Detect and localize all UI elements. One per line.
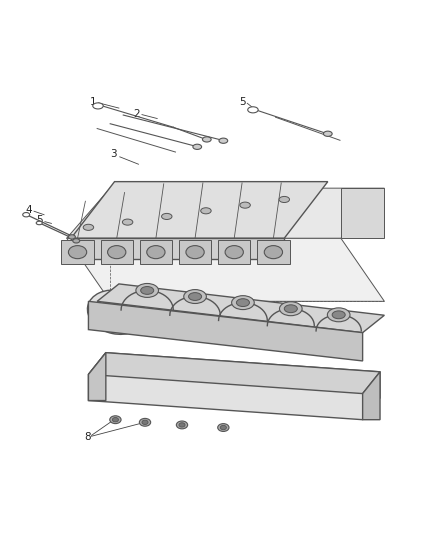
- Ellipse shape: [83, 224, 94, 230]
- Polygon shape: [363, 372, 380, 419]
- Ellipse shape: [68, 246, 87, 259]
- Ellipse shape: [88, 290, 146, 334]
- Text: 3: 3: [104, 314, 110, 325]
- Polygon shape: [88, 353, 380, 419]
- Polygon shape: [97, 284, 385, 333]
- Ellipse shape: [139, 418, 151, 426]
- Ellipse shape: [73, 239, 80, 243]
- Ellipse shape: [225, 246, 244, 259]
- Ellipse shape: [264, 246, 283, 259]
- Text: 8: 8: [84, 432, 91, 442]
- FancyBboxPatch shape: [61, 240, 94, 264]
- FancyBboxPatch shape: [101, 240, 133, 264]
- Ellipse shape: [248, 107, 258, 113]
- Ellipse shape: [179, 423, 185, 427]
- FancyBboxPatch shape: [140, 240, 172, 264]
- Text: 5: 5: [36, 215, 43, 225]
- FancyBboxPatch shape: [218, 240, 251, 264]
- Ellipse shape: [147, 246, 165, 259]
- Ellipse shape: [240, 202, 251, 208]
- Ellipse shape: [201, 208, 211, 214]
- Ellipse shape: [36, 221, 42, 225]
- FancyBboxPatch shape: [179, 240, 211, 264]
- Polygon shape: [67, 188, 385, 238]
- Ellipse shape: [23, 213, 30, 217]
- Ellipse shape: [122, 219, 133, 225]
- Ellipse shape: [113, 417, 118, 422]
- Polygon shape: [88, 301, 363, 361]
- Ellipse shape: [279, 197, 290, 203]
- Ellipse shape: [162, 213, 172, 220]
- Ellipse shape: [202, 137, 211, 142]
- Polygon shape: [341, 188, 385, 238]
- Ellipse shape: [99, 299, 134, 326]
- Ellipse shape: [142, 420, 148, 424]
- Text: 2: 2: [133, 109, 140, 119]
- Ellipse shape: [220, 425, 226, 430]
- Ellipse shape: [219, 138, 228, 143]
- Ellipse shape: [108, 246, 126, 259]
- Ellipse shape: [193, 144, 201, 149]
- Text: 6: 6: [78, 257, 85, 267]
- Polygon shape: [71, 238, 284, 259]
- Ellipse shape: [184, 289, 206, 303]
- Text: 4: 4: [25, 205, 32, 215]
- Ellipse shape: [110, 416, 121, 424]
- Polygon shape: [71, 182, 328, 238]
- Polygon shape: [88, 353, 380, 393]
- Ellipse shape: [68, 235, 75, 239]
- Text: 1: 1: [89, 97, 96, 107]
- Ellipse shape: [279, 302, 302, 316]
- Ellipse shape: [186, 246, 204, 259]
- Ellipse shape: [232, 296, 254, 310]
- FancyBboxPatch shape: [257, 240, 290, 264]
- Ellipse shape: [136, 284, 159, 297]
- Ellipse shape: [218, 424, 229, 431]
- Ellipse shape: [188, 293, 201, 301]
- Polygon shape: [67, 238, 385, 301]
- Ellipse shape: [327, 308, 350, 322]
- Text: 3: 3: [110, 149, 117, 159]
- Ellipse shape: [323, 131, 332, 136]
- Ellipse shape: [177, 421, 187, 429]
- Ellipse shape: [141, 287, 154, 294]
- Ellipse shape: [284, 305, 297, 313]
- Ellipse shape: [237, 298, 250, 306]
- Polygon shape: [88, 353, 106, 400]
- Text: 7: 7: [113, 386, 119, 397]
- Text: 5: 5: [239, 97, 245, 107]
- Ellipse shape: [332, 311, 345, 319]
- Ellipse shape: [93, 103, 103, 109]
